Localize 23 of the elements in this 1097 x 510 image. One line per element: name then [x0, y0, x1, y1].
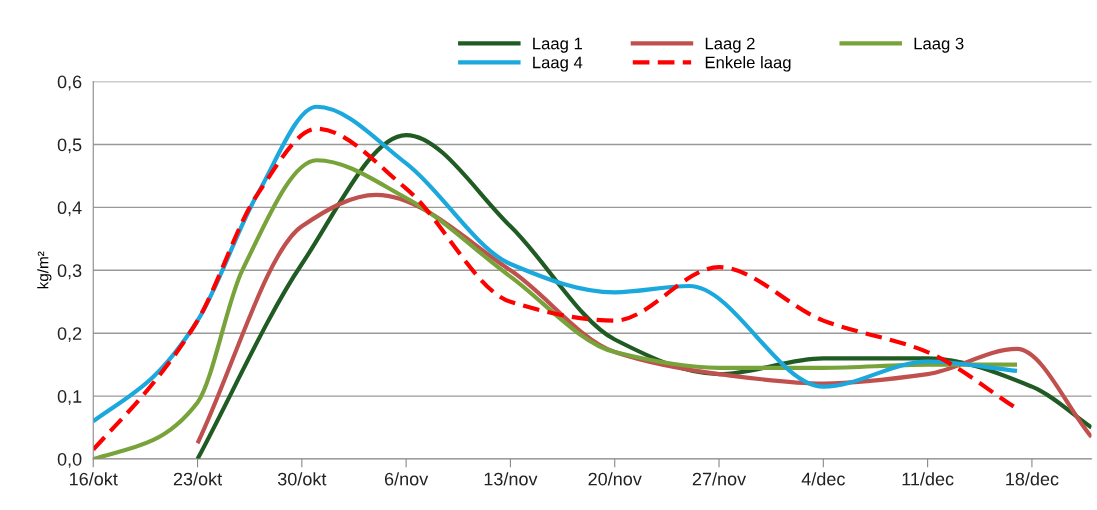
y-tick-label: 0,4	[57, 201, 82, 217]
y-tick-label: 0,5	[57, 138, 82, 154]
y-tick-label: 0,3	[57, 264, 82, 280]
x-tick-label: 18/dec	[1006, 472, 1059, 486]
y-tick-label: 0,0	[57, 452, 82, 468]
x-tick-label: 23/okt	[173, 472, 222, 486]
x-tick-label: 13/nov	[484, 472, 538, 486]
y-axis-title: kg/m²	[37, 251, 52, 289]
x-tick-label: 20/nov	[588, 472, 642, 486]
x-tick-label: 30/okt	[277, 472, 327, 486]
x-tick-label: 27/nov	[692, 472, 747, 486]
y-tick-label: 0,2	[57, 327, 82, 343]
legend-label: Laag 3	[914, 37, 964, 53]
x-tick-label: 16/okt	[70, 472, 118, 486]
y-tick-label: 0,1	[57, 390, 82, 405]
legend-label: Laag 2	[705, 37, 755, 53]
y-tick-label: 0,6	[57, 75, 82, 91]
x-tick-label: 4/dec	[801, 472, 845, 486]
legend-label: Laag 4	[533, 56, 583, 72]
x-tick-label: 11/dec	[902, 472, 954, 486]
legend-label: Enkele laag	[705, 56, 791, 72]
x-tick-label: 6/nov	[384, 472, 429, 486]
legend-label: Laag 1	[533, 37, 582, 53]
